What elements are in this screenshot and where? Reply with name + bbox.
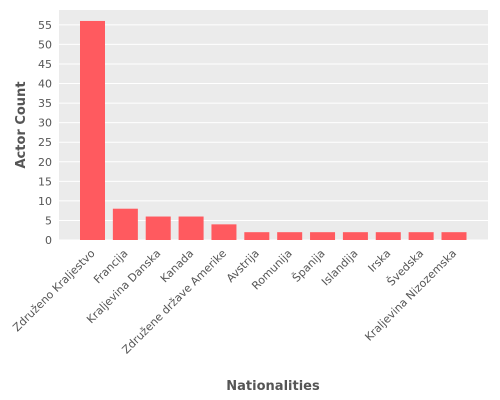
bar <box>244 232 270 240</box>
y-tick-label: 15 <box>38 175 52 188</box>
x-tick-label: Združeno Kraljestvo <box>10 247 97 334</box>
bar <box>342 232 368 240</box>
bar <box>178 216 204 240</box>
y-tick-label: 35 <box>38 97 52 110</box>
bar <box>211 224 237 240</box>
y-tick-label: 25 <box>38 136 52 149</box>
plot-background <box>59 10 488 240</box>
x-axis-title: Nationalities <box>226 379 320 394</box>
bar <box>441 232 467 240</box>
y-tick-label: 0 <box>45 234 52 247</box>
x-tick-label: Irska <box>366 247 394 275</box>
x-tick-label: Islandija <box>319 247 360 288</box>
bar <box>408 232 434 240</box>
bar <box>145 216 171 240</box>
bars <box>80 20 467 241</box>
y-tick-label: 55 <box>38 19 52 32</box>
y-tick-label: 30 <box>38 117 52 130</box>
bar <box>80 20 105 241</box>
y-tick-label: 20 <box>38 156 52 169</box>
grid-lines <box>59 24 488 241</box>
y-tick-labels: 0 5 10 15 20 25 30 35 40 45 50 55 <box>38 19 52 247</box>
y-tick-label: 5 <box>45 214 52 227</box>
y-tick-label: 45 <box>38 58 52 71</box>
bar <box>375 232 401 240</box>
y-tick-label: 50 <box>38 38 52 51</box>
y-tick-label: 40 <box>38 78 52 91</box>
y-axis-title: Actor Count <box>14 81 29 168</box>
y-tick-label: 10 <box>38 195 52 208</box>
bar <box>112 208 138 240</box>
bar <box>277 232 303 240</box>
bar <box>310 232 336 240</box>
